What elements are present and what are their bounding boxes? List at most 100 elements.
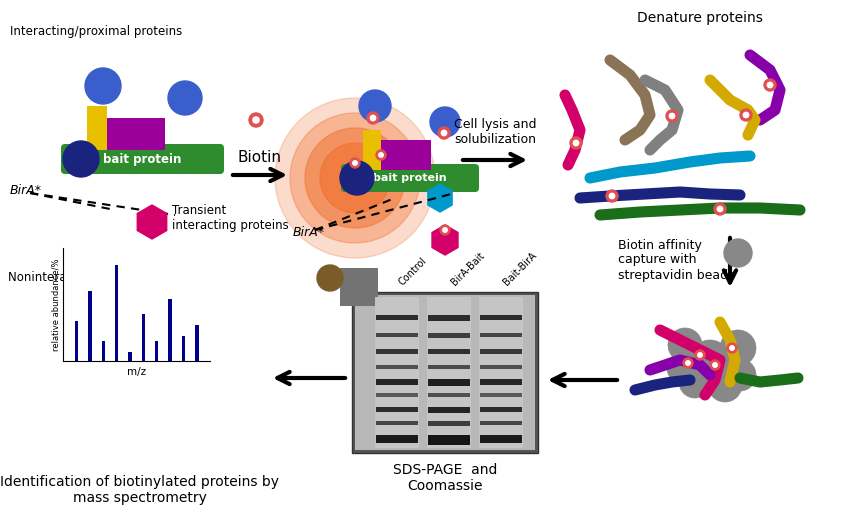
Circle shape bbox=[713, 363, 717, 367]
Circle shape bbox=[85, 68, 121, 104]
Circle shape bbox=[438, 127, 450, 139]
Circle shape bbox=[764, 79, 776, 91]
Circle shape bbox=[367, 112, 379, 124]
Text: BirA-Bait: BirA-Bait bbox=[449, 250, 486, 287]
Bar bbox=[340, 268, 378, 306]
Circle shape bbox=[139, 314, 171, 346]
Bar bbox=[428, 435, 470, 445]
Circle shape bbox=[669, 114, 674, 119]
Circle shape bbox=[350, 158, 360, 168]
Circle shape bbox=[249, 113, 263, 127]
Circle shape bbox=[666, 110, 678, 122]
Bar bbox=[376, 435, 418, 443]
Bar bbox=[480, 365, 522, 369]
Circle shape bbox=[609, 194, 615, 199]
Bar bbox=[363, 130, 381, 170]
Bar bbox=[428, 333, 470, 338]
Bar bbox=[182, 336, 185, 361]
Circle shape bbox=[724, 359, 756, 391]
Bar bbox=[479, 297, 523, 448]
Circle shape bbox=[370, 115, 376, 121]
Text: Denature proteins: Denature proteins bbox=[637, 11, 763, 25]
Bar bbox=[480, 421, 522, 425]
Bar bbox=[129, 352, 132, 361]
Bar bbox=[155, 341, 158, 361]
FancyBboxPatch shape bbox=[61, 144, 224, 174]
Circle shape bbox=[317, 265, 343, 291]
Circle shape bbox=[290, 113, 420, 243]
Circle shape bbox=[685, 361, 690, 365]
Bar bbox=[480, 435, 522, 443]
Bar bbox=[381, 140, 431, 170]
Circle shape bbox=[767, 82, 773, 88]
Circle shape bbox=[714, 203, 726, 215]
Bar bbox=[428, 365, 470, 369]
Circle shape bbox=[275, 98, 435, 258]
Polygon shape bbox=[137, 205, 167, 239]
Circle shape bbox=[574, 140, 579, 146]
Circle shape bbox=[720, 330, 756, 366]
Circle shape bbox=[320, 143, 390, 213]
Bar bbox=[75, 321, 78, 361]
Bar bbox=[428, 421, 470, 426]
Bar bbox=[480, 393, 522, 397]
Text: Cell lysis and
solubilization: Cell lysis and solubilization bbox=[454, 118, 537, 146]
Bar bbox=[102, 341, 105, 361]
Circle shape bbox=[440, 225, 450, 235]
Bar bbox=[98, 295, 143, 340]
Text: Noninteracting proteins: Noninteracting proteins bbox=[8, 271, 148, 284]
Circle shape bbox=[727, 343, 737, 353]
Text: bait protein: bait protein bbox=[373, 173, 447, 183]
Text: Identification of biotinylated proteins by
mass spectrometry: Identification of biotinylated proteins … bbox=[1, 475, 279, 505]
Bar bbox=[375, 297, 419, 448]
Circle shape bbox=[690, 340, 730, 380]
Circle shape bbox=[743, 112, 748, 118]
Circle shape bbox=[724, 239, 752, 267]
Circle shape bbox=[683, 358, 693, 368]
Bar bbox=[115, 265, 119, 361]
Bar bbox=[376, 393, 418, 397]
Bar bbox=[427, 297, 471, 448]
Circle shape bbox=[442, 131, 447, 136]
Bar bbox=[480, 407, 522, 412]
Bar bbox=[141, 314, 145, 361]
Text: Bait-BirA: Bait-BirA bbox=[501, 250, 538, 287]
Bar bbox=[428, 349, 470, 354]
Circle shape bbox=[740, 109, 752, 121]
Circle shape bbox=[708, 368, 742, 402]
Text: BirA*: BirA* bbox=[10, 184, 42, 197]
Circle shape bbox=[730, 346, 734, 350]
Circle shape bbox=[253, 117, 259, 123]
Circle shape bbox=[442, 228, 447, 232]
Bar bbox=[107, 118, 165, 150]
Text: Biotin: Biotin bbox=[238, 151, 282, 166]
Bar bbox=[428, 379, 470, 386]
Circle shape bbox=[376, 150, 386, 160]
Circle shape bbox=[606, 190, 618, 202]
Bar bbox=[376, 333, 418, 337]
Bar bbox=[376, 315, 418, 320]
Bar bbox=[480, 379, 522, 385]
Bar bbox=[376, 379, 418, 385]
Bar bbox=[355, 295, 535, 450]
Circle shape bbox=[378, 153, 383, 157]
Bar bbox=[428, 393, 470, 397]
Text: Control: Control bbox=[397, 255, 429, 287]
Circle shape bbox=[695, 350, 705, 360]
FancyBboxPatch shape bbox=[341, 164, 479, 192]
Text: Transient
interacting proteins: Transient interacting proteins bbox=[172, 204, 288, 232]
Bar bbox=[480, 349, 522, 354]
Bar bbox=[428, 407, 470, 413]
X-axis label: m/z: m/z bbox=[127, 367, 146, 377]
Text: SDS-PAGE  and
Coomassie: SDS-PAGE and Coomassie bbox=[393, 463, 497, 493]
Circle shape bbox=[352, 161, 357, 165]
Bar bbox=[352, 292, 538, 453]
Circle shape bbox=[710, 360, 720, 370]
Text: BirA*: BirA* bbox=[293, 227, 325, 239]
Bar bbox=[87, 106, 107, 150]
Circle shape bbox=[679, 366, 711, 398]
Text: Interacting/proximal proteins: Interacting/proximal proteins bbox=[10, 25, 182, 39]
Bar bbox=[376, 421, 418, 425]
Circle shape bbox=[359, 90, 391, 122]
Y-axis label: relative abundance/%: relative abundance/% bbox=[51, 258, 61, 351]
